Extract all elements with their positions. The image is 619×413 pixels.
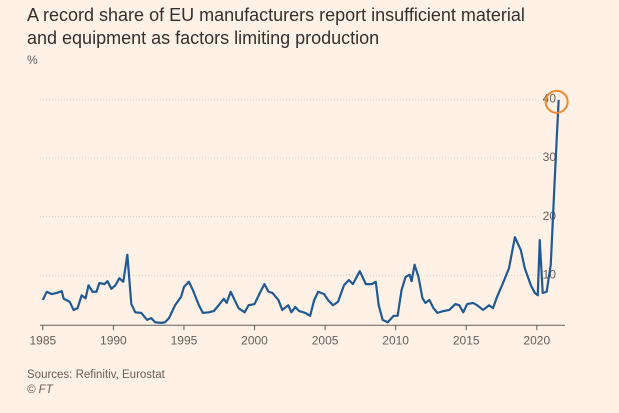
x-tick-label: 2010 — [382, 333, 409, 347]
x-tick-label: 1995 — [171, 333, 198, 347]
line-series — [41, 99, 560, 324]
x-tick-label: 1990 — [100, 333, 127, 347]
highlight-circle — [544, 89, 569, 114]
x-tick-label: 2015 — [453, 333, 480, 347]
x-tick-label: 2005 — [312, 333, 339, 347]
y-axis-label: % — [27, 53, 38, 67]
x-tick-label: 2020 — [523, 333, 550, 347]
x-tick-label: 2000 — [241, 333, 268, 347]
x-tick-label: 1985 — [29, 333, 56, 347]
chart-title: A record share of EU manufacturers repor… — [27, 5, 525, 48]
credit: © FT — [27, 384, 54, 396]
y-tick-label: 30 — [543, 150, 557, 164]
source: Sources: Refinitiv, Eurostat — [27, 369, 166, 381]
